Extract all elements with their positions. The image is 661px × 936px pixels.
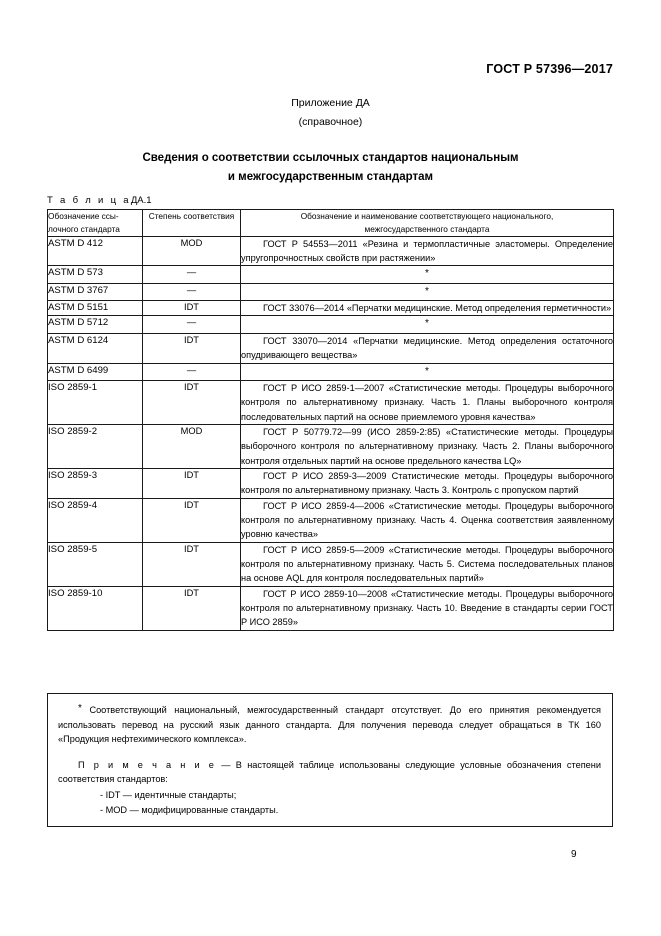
cell-national-standard: ГОСТ 33070—2014 «Перчатки медицинские. М… — [240, 332, 614, 364]
cell-national-standard: ГОСТ Р ИСО 2859-3—2009 Статистические ме… — [240, 467, 614, 499]
cell-reference-designation: ISO 2859-1 — [47, 379, 143, 425]
table-caption-word: Т а б л и ц а — [47, 195, 131, 206]
cell-national-standard: ГОСТ Р ИСО 2859-4—2006 «Статистические м… — [240, 497, 614, 543]
table-header-row: Обозначение ссы- лочного стандарта Степе… — [47, 209, 614, 237]
cell-national-standard: ГОСТ Р ИСО 2859-1—2007 «Статистические м… — [240, 379, 614, 425]
cell-reference-designation: ASTM D 412 — [47, 235, 143, 267]
asterisk-reference: * — [425, 365, 429, 377]
note-label: П р и м е ч а н и е — [78, 759, 216, 770]
cell-conformity-degree: IDT — [142, 332, 241, 364]
document-header-standard-id: ГОСТ Р 57396—2017 — [486, 62, 613, 76]
cell-national-standard: ГОСТ Р 50779.72—99 (ИСО 2859-2:85) «Стат… — [240, 423, 614, 469]
cell-national-standard: ГОСТ Р ИСО 2859-5—2009 «Статистические м… — [240, 541, 614, 587]
cell-conformity-degree: — — [142, 265, 241, 284]
cell-reference-designation: ISO 2859-4 — [47, 497, 143, 543]
table-notes-box: * Соответствующий национальный, межгосуд… — [47, 693, 613, 828]
cell-reference-designation: ASTM D 5712 — [47, 315, 143, 334]
cell-conformity-degree: — — [142, 362, 241, 381]
asterisk-reference: * — [425, 268, 429, 280]
note-item: - IDT — идентичные стандарты; — [100, 789, 237, 800]
cell-reference-designation: ASTM D 5151 — [47, 300, 143, 317]
reference-standards-table: Обозначение ссы- лочного стандарта Степе… — [47, 209, 614, 631]
cell-national-standard: ГОСТ 33076—2014 «Перчатки медицинские. М… — [240, 300, 614, 317]
cell-national-standard: * — [240, 362, 614, 381]
cell-conformity-degree: IDT — [142, 467, 241, 499]
cell-conformity-degree: MOD — [142, 235, 241, 267]
column-header-national-standard-line1: Обозначение и наименование соответствующ… — [300, 211, 554, 221]
cell-reference-designation: ASTM D 3767 — [47, 282, 143, 302]
cell-reference-designation: ASTM D 6124 — [47, 332, 143, 364]
cell-reference-designation: ISO 2859-10 — [47, 585, 143, 631]
table-caption-number: ДА.1 — [130, 195, 152, 206]
cell-reference-designation: ISO 2859-3 — [47, 467, 143, 499]
annex-kind: (справочное) — [298, 116, 363, 128]
table-row: ISO 2859-1 IDT ГОСТ Р ИСО 2859-1—2007 «Ста… — [47, 379, 614, 425]
cell-reference-designation: ASTM D 573 — [47, 265, 143, 284]
table-row: ASTM D 6499— * — [47, 362, 614, 381]
asterisk-reference: * — [425, 318, 429, 330]
annex-label: Приложение ДА — [291, 97, 370, 109]
cell-national-standard: ГОСТ Р 54553—2011 «Резина и термопластич… — [240, 235, 614, 267]
cell-reference-designation: ASTM D 6499 — [47, 362, 143, 381]
table-row: ASTM D 5151 IDT ГОСТ 33076—2014 «Перчатки … — [47, 300, 614, 317]
cell-national-standard: * — [240, 282, 614, 302]
cell-conformity-degree: IDT — [142, 379, 241, 425]
cell-conformity-degree: IDT — [142, 585, 241, 631]
page-title-line-1: Сведения о соответствии ссылочных станда… — [142, 152, 519, 164]
table-caption: Т а б л и ц аДА.1 — [47, 195, 152, 206]
cell-national-standard: * — [240, 315, 614, 334]
cell-national-standard: * — [240, 265, 614, 284]
table-row: ASTM D 6124 IDT ГОСТ 33070—2014 «Перчатки … — [47, 332, 614, 364]
note-items-list: - IDT — идентичные стандарты; - MOD — мод… — [58, 788, 601, 818]
footnote-marker: * — [78, 703, 82, 714]
column-header-conformity-degree: Степень соответствия — [142, 209, 241, 237]
table-body: ASTM D 412 MOD ГОСТ Р 54553—2011 «Резина и… — [47, 235, 614, 631]
column-header-reference-designation-line2: лочного стандарта — [48, 223, 120, 234]
page-title-line-2: и межгосударственным стандартам — [227, 171, 434, 183]
column-header-national-standard-line2: межгосударственного стандарта — [364, 223, 490, 234]
cell-conformity-degree: IDT — [142, 497, 241, 543]
cell-conformity-degree: IDT — [142, 300, 241, 317]
column-header-reference-designation-line1: Обозначение ссы- — [48, 211, 119, 221]
asterisk-reference: * — [425, 285, 429, 297]
table-row: ISO 2859-2 MOD ГОСТ Р 50779.72—99 (ИСО 285… — [47, 423, 614, 469]
cell-reference-designation: ISO 2859-2 — [47, 423, 143, 469]
cell-reference-designation: ISO 2859-5 — [47, 541, 143, 587]
page-number: 9 — [571, 849, 577, 860]
footnote-text: Соответствующий национальный, межгосудар… — [58, 705, 601, 745]
cell-conformity-degree: — — [142, 315, 241, 334]
note-text: — В настоящей таблице использованы следу… — [58, 759, 601, 785]
cell-conformity-degree: IDT — [142, 541, 241, 587]
table-row: ISO 2859-5 IDT ГОСТ Р ИСО 2859-5—2009 «Ста… — [47, 541, 614, 587]
table-row: ISO 2859-4 IDT ГОСТ Р ИСО 2859-4—2006 «Ста… — [47, 497, 614, 543]
table-row: ISO 2859-3 IDT ГОСТ Р ИСО 2859-3—2009 Стат… — [47, 467, 614, 499]
column-header-reference-designation: Обозначение ссы- лочного стандарта — [47, 209, 143, 237]
note-item: - MOD — модифицированные стандарты. — [100, 804, 279, 815]
table-row: ASTM D 573— * — [47, 265, 614, 284]
cell-national-standard: ГОСТ Р ИСО 2859-10—2008 «Статистические … — [240, 585, 614, 631]
cell-conformity-degree: MOD — [142, 423, 241, 469]
table-row: ASTM D 3767— * — [47, 282, 614, 302]
cell-conformity-degree: — — [142, 282, 241, 302]
table-row: ISO 2859-10 IDT ГОСТ Р ИСО 2859-10—2008 «С… — [47, 585, 614, 631]
column-header-national-standard: Обозначение и наименование соответствующ… — [240, 209, 614, 237]
table-row: ASTM D 5712— * — [47, 315, 614, 334]
footnote-paragraph: * Соответствующий национальный, межгосуд… — [58, 701, 601, 747]
note-paragraph: П р и м е ч а н и е — В настоящей таблиц… — [58, 758, 601, 787]
table-row: ASTM D 412 MOD ГОСТ Р 54553—2011 «Резина и… — [47, 235, 614, 267]
